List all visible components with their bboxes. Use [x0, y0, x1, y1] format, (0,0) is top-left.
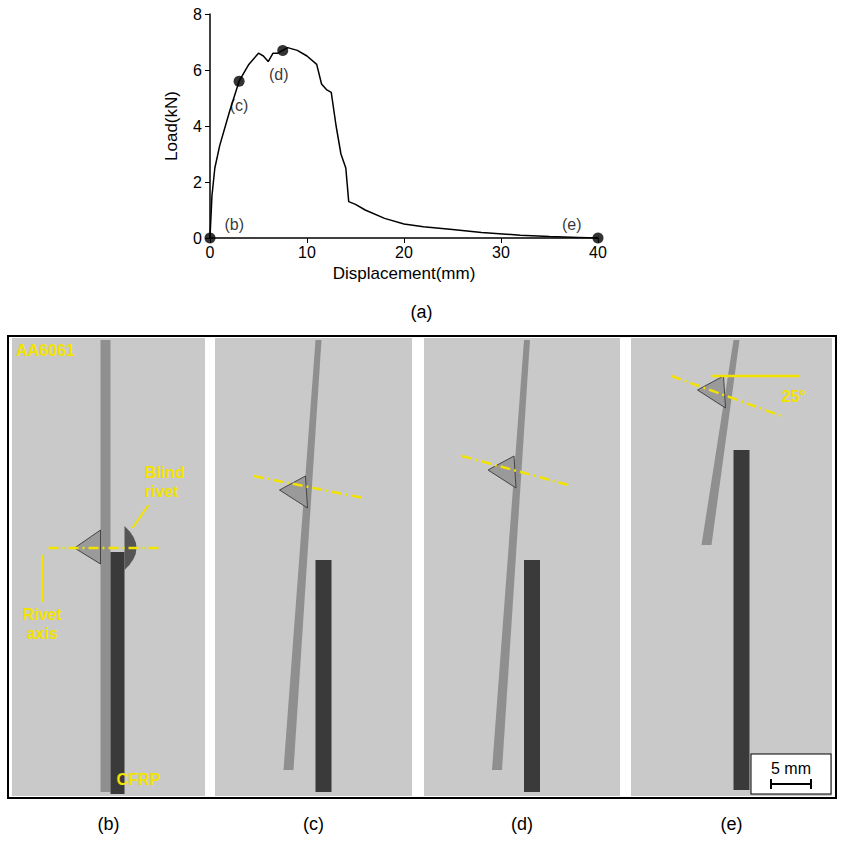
- svg-text:0: 0: [206, 244, 215, 261]
- svg-text:10: 10: [298, 244, 316, 261]
- svg-text:5 mm: 5 mm: [771, 760, 811, 777]
- html-text:(a): (a): [410, 302, 433, 322]
- svg-text:20: 20: [395, 244, 413, 261]
- svg-text:(d): (d): [269, 66, 289, 83]
- svg-text:AA6061: AA6061: [16, 342, 75, 359]
- svg-text:(b): (b): [98, 814, 120, 834]
- svg-text:40: 40: [589, 244, 607, 261]
- svg-text:(e): (e): [562, 216, 582, 233]
- svg-text:25°: 25°: [782, 388, 806, 405]
- svg-text:6: 6: [193, 62, 202, 79]
- svg-text:Rivetaxis: Rivetaxis: [22, 606, 62, 642]
- svg-text:(d): (d): [511, 814, 533, 834]
- svg-text:Load(kN): Load(kN): [162, 91, 181, 161]
- svg-text:(e): (e): [721, 814, 743, 834]
- svg-text:Displacement(mm): Displacement(mm): [333, 264, 476, 283]
- svg-text:0: 0: [193, 230, 202, 247]
- svg-text:(b): (b): [225, 216, 245, 233]
- svg-text:2: 2: [193, 174, 202, 191]
- svg-text:8: 8: [193, 6, 202, 23]
- svg-text:Blindrivet: Blindrivet: [145, 464, 185, 500]
- svg-text:CFRP: CFRP: [117, 771, 161, 788]
- svg-text:(c): (c): [229, 97, 249, 115]
- svg-text:30: 30: [492, 244, 510, 261]
- svg-text:4: 4: [193, 118, 202, 135]
- svg-text:(c): (c): [303, 814, 324, 834]
